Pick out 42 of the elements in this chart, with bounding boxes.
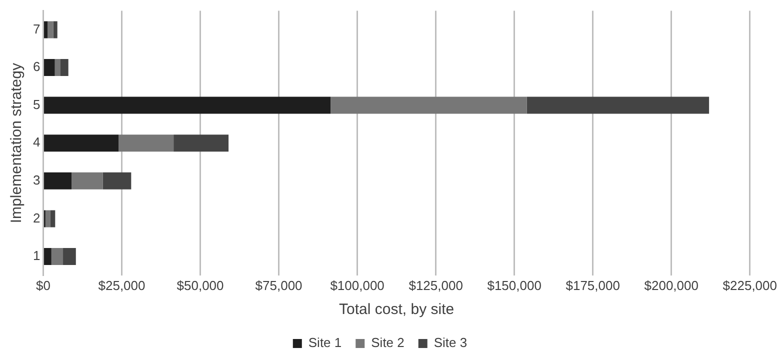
bar: [54, 58, 61, 76]
bar: [44, 172, 72, 190]
bar: [44, 96, 331, 114]
bar: [44, 21, 48, 38]
legend-label: Site 3: [434, 335, 468, 350]
y-tick-label: 4: [32, 134, 40, 150]
x-tick-label: $200,000: [644, 278, 698, 293]
x-tick-label: $150,000: [487, 278, 542, 293]
bar: [53, 21, 58, 38]
bar: [118, 134, 174, 152]
bar: [44, 248, 52, 266]
y-tick-label: 7: [32, 21, 40, 36]
legend-label: Site 2: [371, 335, 404, 350]
x-tick-label: $75,000: [255, 278, 302, 293]
bar: [50, 210, 56, 228]
y-tick-label: 5: [32, 96, 40, 112]
x-tick-label: $25,000: [98, 278, 146, 293]
bar: [102, 172, 132, 190]
bar: [48, 21, 54, 38]
bar: [174, 134, 229, 152]
bar: [526, 96, 710, 114]
legend-label: Site 1: [308, 335, 342, 350]
bar: [330, 96, 527, 114]
x-tick-label: $225,000: [722, 278, 778, 293]
y-tick-label: 3: [32, 172, 40, 188]
y-tick-label: 2: [32, 210, 40, 226]
bar: [51, 248, 64, 266]
x-tick-label: $125,000: [408, 278, 463, 293]
x-tick-label: $175,000: [566, 278, 620, 293]
x-tick-label: $50,000: [176, 278, 224, 293]
x-tick-label: $100,000: [330, 278, 384, 293]
bar: [44, 134, 119, 152]
bar: [63, 248, 76, 266]
x-tick-label: $0: [36, 278, 50, 293]
y-tick-label: 1: [32, 248, 40, 264]
y-tick-label: 6: [32, 59, 40, 74]
bar: [45, 210, 50, 228]
bar: [71, 172, 103, 190]
x-axis-title: Total cost, by site: [339, 301, 454, 318]
y-axis-title: Implementation strategy: [8, 62, 26, 224]
bar: [44, 58, 55, 76]
bar: [60, 58, 68, 76]
